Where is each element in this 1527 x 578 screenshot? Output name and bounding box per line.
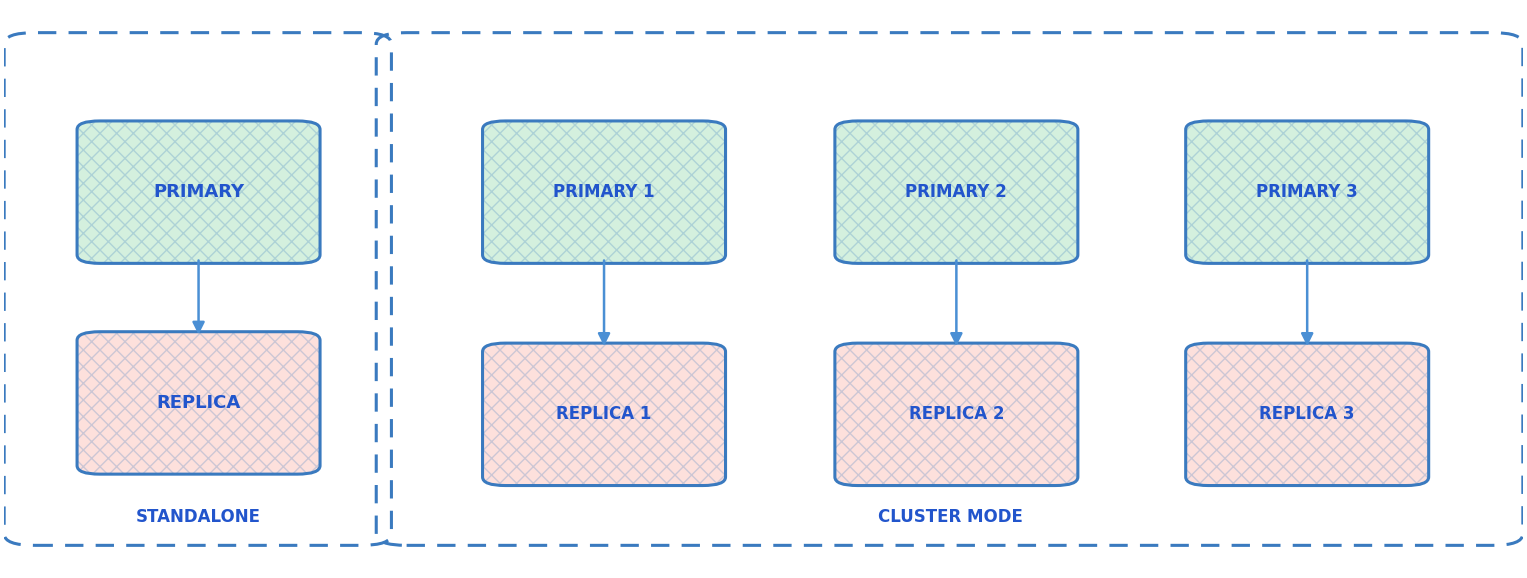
- Text: STANDALONE: STANDALONE: [136, 508, 261, 526]
- FancyBboxPatch shape: [76, 332, 321, 474]
- Text: PRIMARY 2: PRIMARY 2: [906, 183, 1008, 201]
- Text: REPLICA 1: REPLICA 1: [556, 405, 652, 423]
- FancyBboxPatch shape: [835, 343, 1078, 486]
- Text: CLUSTER MODE: CLUSTER MODE: [878, 508, 1023, 526]
- Text: REPLICA 3: REPLICA 3: [1260, 405, 1354, 423]
- FancyBboxPatch shape: [76, 121, 321, 264]
- Text: PRIMARY 1: PRIMARY 1: [553, 183, 655, 201]
- Text: PRIMARY 3: PRIMARY 3: [1257, 183, 1358, 201]
- FancyBboxPatch shape: [483, 343, 725, 486]
- FancyBboxPatch shape: [1185, 121, 1429, 264]
- FancyBboxPatch shape: [1185, 343, 1429, 486]
- FancyBboxPatch shape: [483, 121, 725, 264]
- Text: REPLICA 2: REPLICA 2: [909, 405, 1005, 423]
- Text: REPLICA: REPLICA: [156, 394, 241, 412]
- Text: PRIMARY: PRIMARY: [153, 183, 244, 201]
- FancyBboxPatch shape: [835, 121, 1078, 264]
